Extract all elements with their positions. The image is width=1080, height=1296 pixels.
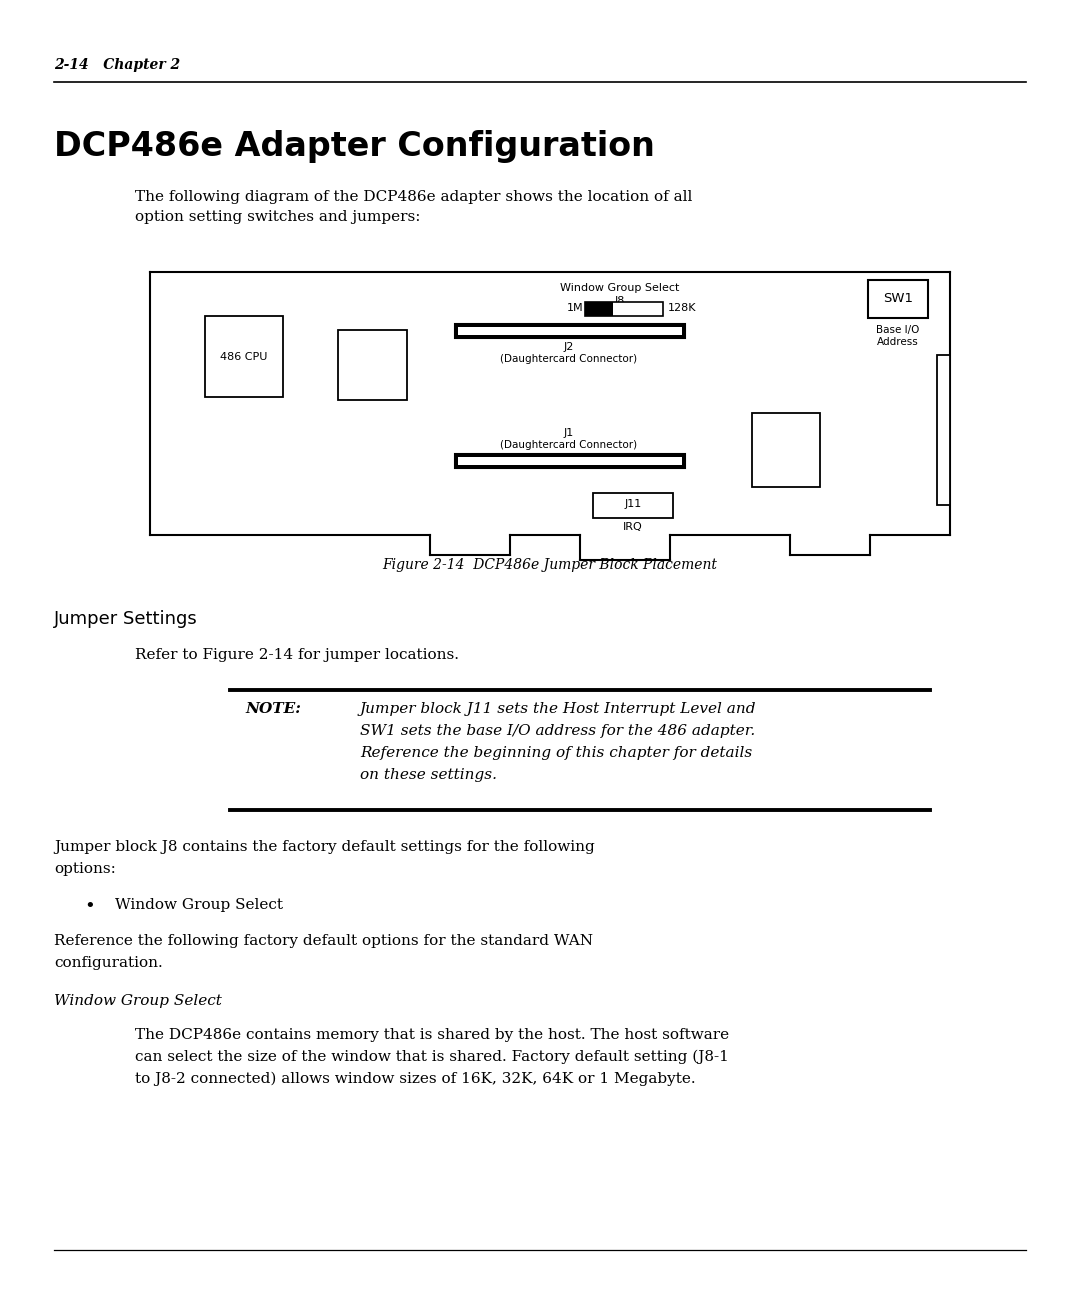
Text: can select the size of the window that is shared. Factory default setting (J8-1: can select the size of the window that i… xyxy=(135,1050,729,1064)
Text: to J8-2 connected) allows window sizes of 16K, 32K, 64K or 1 Megabyte.: to J8-2 connected) allows window sizes o… xyxy=(135,1072,696,1086)
Text: The following diagram of the DCP486e adapter shows the location of all: The following diagram of the DCP486e ada… xyxy=(135,191,692,203)
Bar xyxy=(937,355,950,505)
Bar xyxy=(455,454,685,468)
Text: Window Group Select: Window Group Select xyxy=(561,283,679,293)
Text: Refer to Figure 2-14 for jumper locations.: Refer to Figure 2-14 for jumper location… xyxy=(135,648,459,662)
Text: Window Group Select: Window Group Select xyxy=(54,994,221,1008)
Text: 1M: 1M xyxy=(566,303,583,314)
Bar xyxy=(458,327,681,334)
Text: (Daughtercard Connector): (Daughtercard Connector) xyxy=(500,441,637,450)
Bar xyxy=(205,316,283,397)
Bar xyxy=(593,492,673,518)
Bar xyxy=(458,457,681,465)
Text: J2: J2 xyxy=(564,342,575,353)
Text: J11: J11 xyxy=(624,499,642,509)
Text: NOTE:: NOTE: xyxy=(245,702,301,715)
Text: Base I/O: Base I/O xyxy=(876,325,920,334)
Text: SW1: SW1 xyxy=(883,292,913,305)
Bar xyxy=(868,280,928,318)
Bar xyxy=(585,302,663,316)
Text: 486 CPU: 486 CPU xyxy=(220,351,268,362)
Text: 2-14   Chapter 2: 2-14 Chapter 2 xyxy=(54,58,180,73)
Text: Jumper block J11 sets the Host Interrupt Level and: Jumper block J11 sets the Host Interrupt… xyxy=(360,702,756,715)
Text: DCP486e Adapter Configuration: DCP486e Adapter Configuration xyxy=(54,130,654,163)
Bar xyxy=(752,413,820,487)
Text: Figure 2-14  DCP486e Jumper Block Placement: Figure 2-14 DCP486e Jumper Block Placeme… xyxy=(382,559,717,572)
Text: (Daughtercard Connector): (Daughtercard Connector) xyxy=(500,354,637,364)
Text: option setting switches and jumpers:: option setting switches and jumpers: xyxy=(135,210,420,224)
Text: 128K: 128K xyxy=(669,303,697,314)
Text: •: • xyxy=(84,898,95,916)
Text: J1: J1 xyxy=(564,428,575,438)
Text: IRQ: IRQ xyxy=(623,522,643,531)
Text: Address: Address xyxy=(877,337,919,347)
Text: Reference the beginning of this chapter for details: Reference the beginning of this chapter … xyxy=(360,746,753,759)
Text: options:: options: xyxy=(54,862,116,876)
Bar xyxy=(455,324,685,338)
Text: Reference the following factory default options for the standard WAN: Reference the following factory default … xyxy=(54,934,593,947)
Text: SW1 sets the base I/O address for the 486 adapter.: SW1 sets the base I/O address for the 48… xyxy=(360,724,755,737)
Text: on these settings.: on these settings. xyxy=(360,769,497,781)
Bar xyxy=(585,302,613,316)
Text: Jumper block J8 contains the factory default settings for the following: Jumper block J8 contains the factory def… xyxy=(54,840,595,854)
Text: Jumper Settings: Jumper Settings xyxy=(54,610,198,629)
Text: configuration.: configuration. xyxy=(54,956,163,969)
Text: The DCP486e contains memory that is shared by the host. The host software: The DCP486e contains memory that is shar… xyxy=(135,1028,729,1042)
Text: J8: J8 xyxy=(615,295,625,306)
Text: Window Group Select: Window Group Select xyxy=(114,898,283,912)
Bar xyxy=(338,330,407,400)
